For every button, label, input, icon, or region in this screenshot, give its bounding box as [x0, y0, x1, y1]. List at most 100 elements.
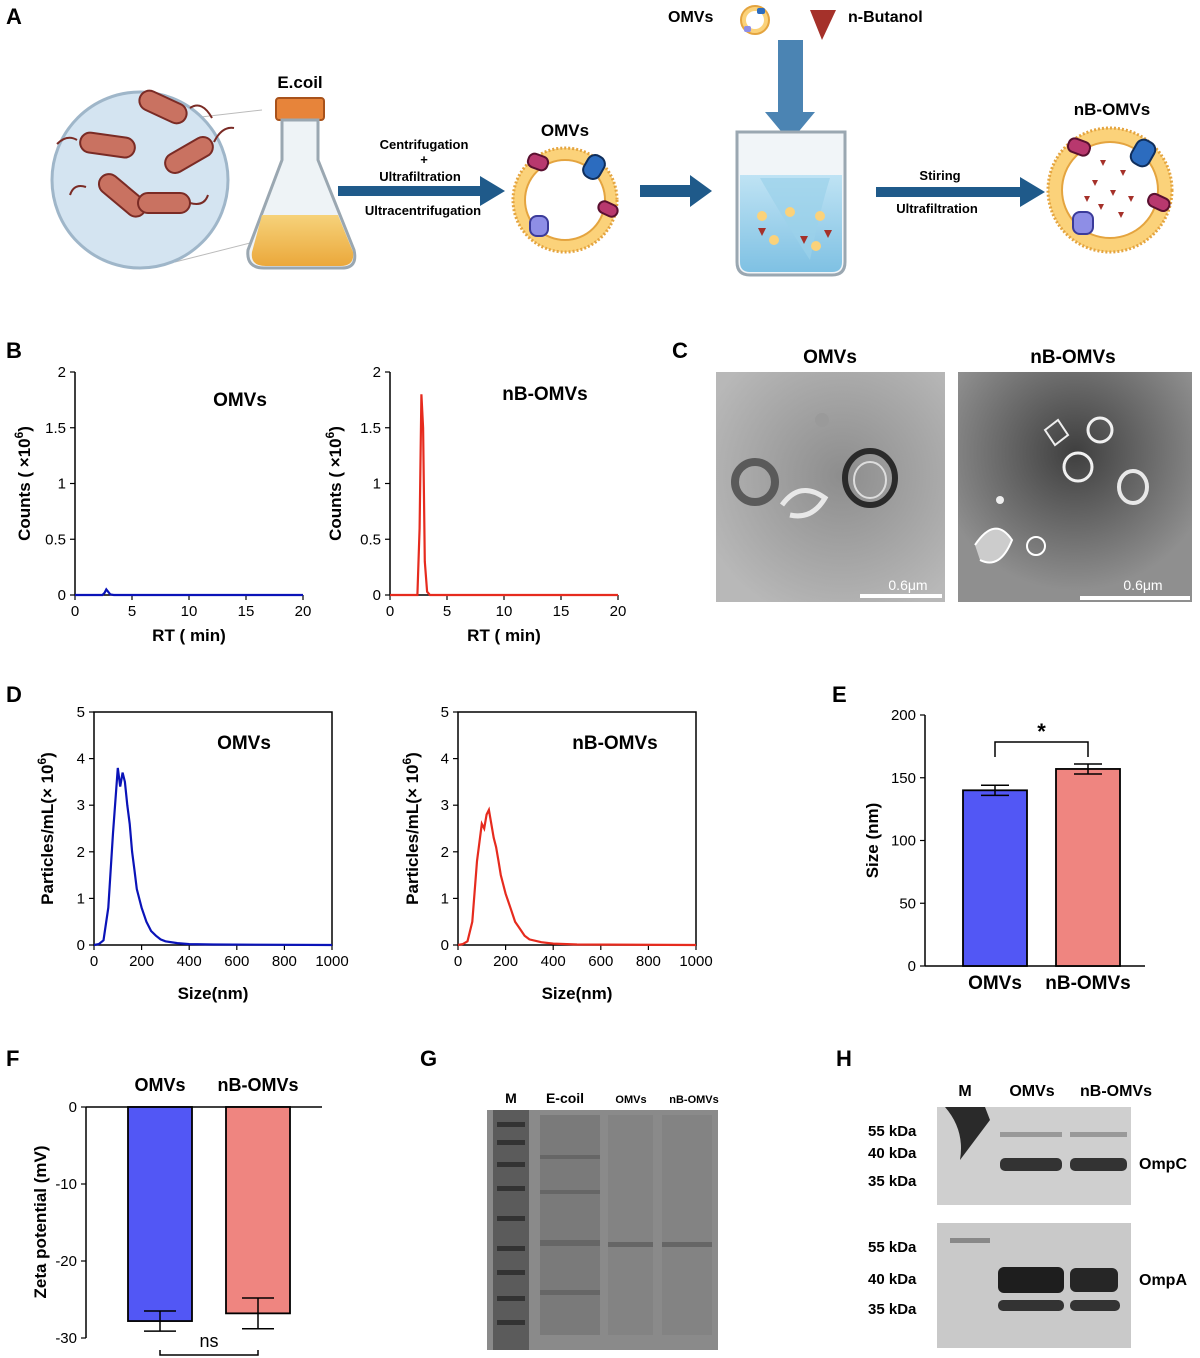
y-tick-label: 2 [77, 844, 85, 861]
significance-label: * [1037, 719, 1046, 744]
x-tick-label: 1000 [315, 953, 348, 970]
flask-icon [246, 97, 357, 270]
step2-line2: Ultrafiltration [896, 201, 978, 216]
y-tick-label: -30 [55, 1330, 77, 1347]
bar [962, 789, 1028, 967]
y-tick-label: 0.5 [360, 531, 381, 548]
y-tick-label: 0 [908, 958, 916, 975]
y-tick-label: 150 [891, 770, 916, 787]
bacteria-magnifier [50, 90, 230, 270]
x-tick-label: 15 [553, 603, 570, 620]
panel-letter-a: A [6, 4, 22, 29]
western-blot-panel: M OMVs nB-OMVs 55 kDa 40 kDa 35 kDa OmpC… [868, 1083, 1187, 1348]
bar [127, 1106, 193, 1322]
x-axis-label: RT ( min) [152, 626, 226, 645]
arrow-1 [338, 176, 505, 206]
y-tick-label: 1 [77, 890, 85, 907]
step1-line2: Ultrafiltration [379, 169, 461, 184]
x-tick-label: 400 [541, 953, 566, 970]
n-butanol-triangle-icon [810, 10, 836, 40]
category-label: nB-OMVs [218, 1075, 299, 1095]
panel-letter-h: H [836, 1046, 852, 1071]
category-label: nB-OMVs [1045, 973, 1131, 994]
y-tick-label: 0 [58, 587, 66, 604]
x-tick-label: 10 [181, 603, 198, 620]
wb-lane-label: M [958, 1083, 971, 1100]
wb-marker: 35 kDa [868, 1301, 917, 1318]
y-tick-label: 4 [77, 751, 85, 768]
nb-omvs-label: nB-OMVs [1074, 100, 1151, 119]
sds-page-panel: M E-coil OMVs nB-OMVs [487, 1090, 719, 1350]
gel-lane-label: nB-OMVs [669, 1094, 719, 1106]
x-tick-label: 200 [493, 953, 518, 970]
x-tick-label: 200 [129, 953, 154, 970]
inset-label: nB-OMVs [502, 384, 588, 405]
tem-scale-left: 0.6μm [888, 577, 927, 593]
x-tick-label: 15 [238, 603, 255, 620]
y-tick-label: 0 [373, 587, 381, 604]
y-tick-label: 0 [441, 937, 449, 954]
y-tick-label: 50 [899, 895, 916, 912]
wb-marker: 35 kDa [868, 1173, 917, 1190]
tem-right-title: nB-OMVs [1030, 347, 1116, 368]
step1-plus: + [420, 152, 428, 167]
wb-marker: 55 kDa [868, 1239, 917, 1256]
step1-line3: Ultracentrifugation [365, 203, 481, 218]
y-tick-label: 200 [891, 707, 916, 724]
tem-scale-right: 0.6μm [1123, 577, 1162, 593]
series-line [75, 587, 303, 597]
omv-vesicle-icon [511, 146, 619, 254]
tem-left-title: OMVs [803, 347, 857, 368]
x-axis-label: RT ( min) [467, 626, 541, 645]
x-tick-label: 400 [177, 953, 202, 970]
inset-label: OMVs [213, 390, 267, 411]
y-tick-label: 1 [441, 890, 449, 907]
x-tick-label: 20 [610, 603, 627, 620]
y-tick-label: 2 [373, 364, 381, 381]
x-tick-label: 10 [496, 603, 513, 620]
x-tick-label: 0 [90, 953, 98, 970]
wb-marker: 40 kDa [868, 1271, 917, 1288]
x-tick-label: 800 [272, 953, 297, 970]
x-tick-label: 0 [386, 603, 394, 620]
panel-letter-g: G [420, 1046, 437, 1071]
y-tick-label: 2 [441, 844, 449, 861]
tem-nb-omvs-vesicles [974, 416, 1149, 564]
y-axis-label: Counts ( ×106) [12, 426, 34, 541]
y-tick-label: 5 [77, 704, 85, 721]
series-line [93, 767, 333, 947]
significance-bracket [994, 741, 1089, 757]
series-line [390, 394, 618, 597]
x-tick-label: 5 [443, 603, 451, 620]
tem-panel: OMVs nB-OMVs 0.6μm 0.6μm [716, 347, 1192, 602]
bar [1055, 768, 1121, 967]
y-tick-label: 5 [441, 704, 449, 721]
small-omv-icon [740, 5, 770, 35]
x-tick-label: 1000 [679, 953, 712, 970]
wb-marker: 40 kDa [868, 1145, 917, 1162]
wb-protein-ompa: OmpA [1139, 1272, 1187, 1289]
down-arrow [765, 40, 815, 142]
nb-omv-vesicle-icon [1046, 126, 1174, 254]
legend-nbutanol: n-Butanol [848, 9, 923, 26]
y-tick-label: 4 [441, 751, 449, 768]
panel-letter-c: C [672, 338, 688, 363]
significance-bracket [159, 1350, 259, 1356]
x-tick-label: 0 [454, 953, 462, 970]
y-tick-label: 3 [441, 797, 449, 814]
wb-lane-label: OMVs [1009, 1083, 1054, 1100]
y-tick-label: -10 [55, 1176, 77, 1193]
omvs-label: OMVs [541, 121, 589, 140]
significance-label: ns [199, 1331, 218, 1351]
y-tick-label: 0.5 [45, 531, 66, 548]
tem-scale-bar-right [1080, 596, 1190, 600]
step1-line1: Centrifugation [380, 137, 469, 152]
y-tick-label: 1.5 [45, 420, 66, 437]
wb-protein-ompc: OmpC [1139, 1156, 1187, 1173]
y-tick-label: 100 [891, 833, 916, 850]
x-tick-label: 600 [588, 953, 613, 970]
schematic-panel: E.coil Centrifugation + Ultrafiltration … [50, 5, 1174, 277]
gel-lane-label: M [505, 1090, 517, 1106]
